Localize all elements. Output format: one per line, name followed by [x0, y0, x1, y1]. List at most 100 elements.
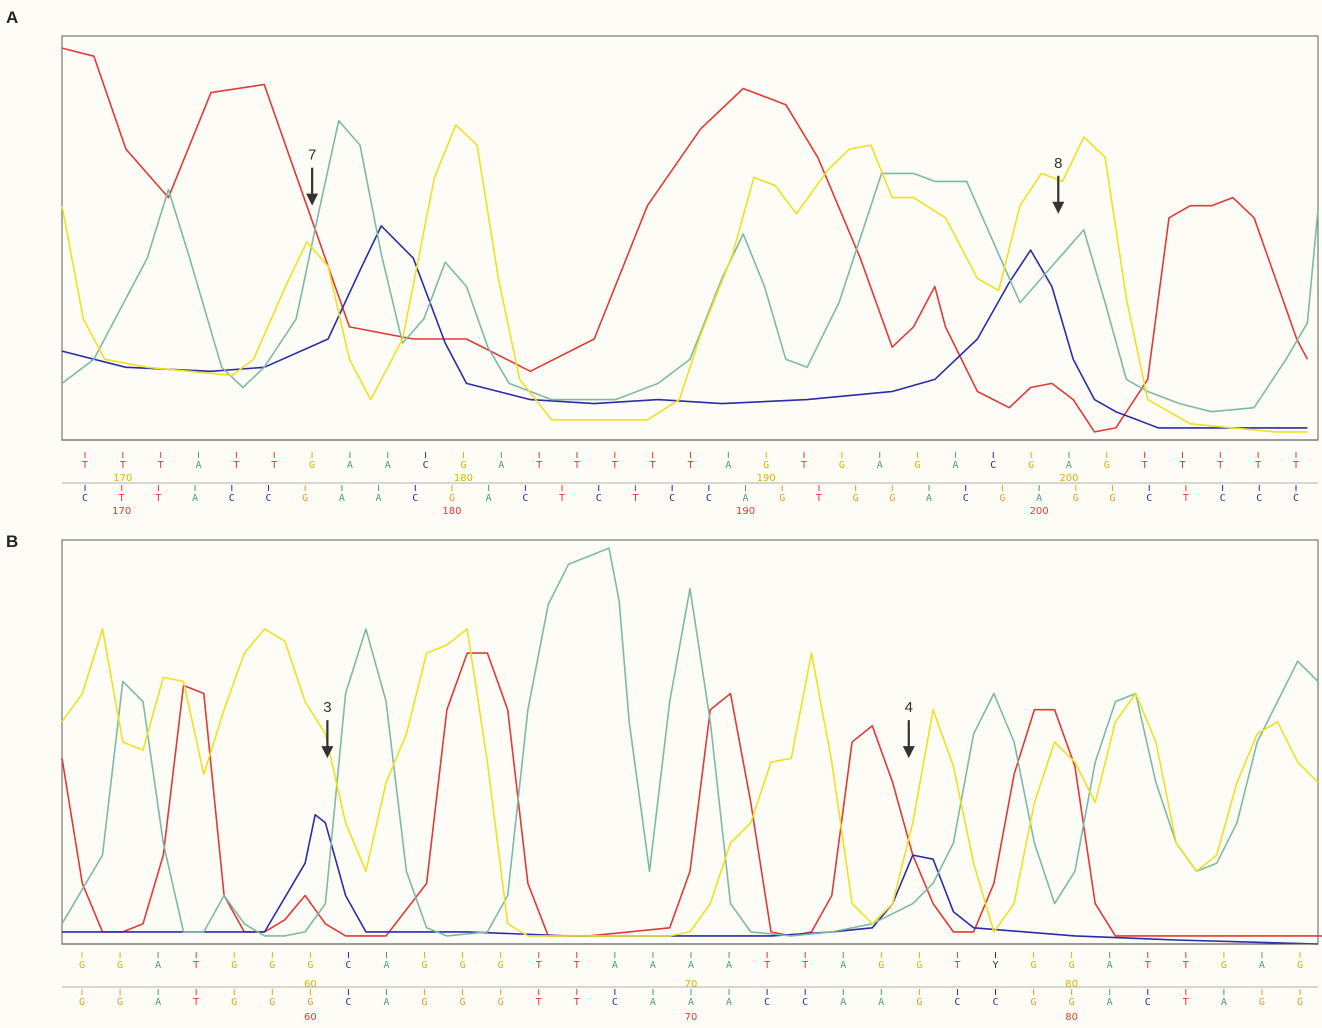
- base-call-b-1: G: [878, 960, 884, 971]
- position-label: 190: [736, 506, 755, 517]
- base-call-b-2: G: [117, 997, 123, 1008]
- base-call-b-1: A: [1107, 960, 1113, 971]
- base-call-a-1: G: [839, 460, 845, 471]
- trace-a-g: [61, 124, 1308, 433]
- base-call-b-2: G: [916, 997, 922, 1008]
- base-call-a-1: T: [82, 460, 88, 471]
- base-call-a-1: A: [1066, 460, 1072, 471]
- arrow-head-7: [306, 193, 319, 206]
- base-call-a-1: A: [385, 460, 391, 471]
- base-call-b-1: T: [193, 960, 199, 971]
- base-call-b-2: T: [536, 997, 542, 1008]
- base-call-a-2: C: [596, 493, 602, 504]
- arrow-head-4: [902, 746, 915, 759]
- base-call-a-1: T: [650, 460, 656, 471]
- base-call-a-1: C: [990, 460, 996, 471]
- base-call-b-2: G: [231, 997, 237, 1008]
- position-label: 180: [442, 506, 461, 517]
- arrow-head-8: [1052, 201, 1065, 214]
- base-call-a-2: C: [1146, 493, 1152, 504]
- base-call-b-1: T: [802, 960, 808, 971]
- base-call-a-2: T: [155, 493, 161, 504]
- base-call-b-1: T: [1183, 960, 1189, 971]
- arrow-label-4: 4: [905, 699, 913, 716]
- base-call-b-2: C: [612, 997, 618, 1008]
- base-call-b-1: G: [1031, 960, 1037, 971]
- base-call-b-1: A: [840, 960, 846, 971]
- base-call-a-2: A: [192, 493, 198, 504]
- base-call-a-2: G: [302, 493, 308, 504]
- base-call-a-2: T: [1183, 493, 1189, 504]
- base-call-b-2: G: [1297, 997, 1303, 1008]
- position-label: 70: [685, 1012, 698, 1023]
- base-call-b-2: G: [1069, 997, 1075, 1008]
- base-call-a-2: C: [82, 493, 88, 504]
- position-label: 200: [1030, 506, 1049, 517]
- base-call-b-2: G: [422, 997, 428, 1008]
- base-call-b-2: C: [345, 997, 351, 1008]
- base-call-a-2: C: [229, 493, 235, 504]
- base-call-a-1: G: [460, 460, 466, 471]
- base-call-a-1: A: [347, 460, 353, 471]
- base-call-a-2: A: [486, 493, 492, 504]
- base-call-a-1: T: [1255, 460, 1261, 471]
- base-call-a-2: G: [1073, 493, 1079, 504]
- base-call-a-2: G: [889, 493, 895, 504]
- base-call-a-2: C: [963, 493, 969, 504]
- base-call-b-1: A: [688, 960, 694, 971]
- trace-a-a: [61, 120, 1319, 413]
- base-call-a-1: A: [877, 460, 883, 471]
- base-call-a-1: T: [1179, 460, 1185, 471]
- panel-label-a: A: [6, 8, 19, 27]
- base-call-b-2: C: [802, 997, 808, 1008]
- base-call-b-2: T: [193, 997, 199, 1008]
- base-call-b-2: A: [878, 997, 884, 1008]
- base-call-a-1: G: [763, 460, 769, 471]
- base-call-b-1: A: [155, 960, 161, 971]
- base-call-b-1: G: [1297, 960, 1303, 971]
- position-label: 190: [757, 473, 776, 484]
- base-call-b-1: T: [1145, 960, 1151, 971]
- plot-frame-b: [61, 539, 1319, 945]
- base-call-a-1: T: [687, 460, 693, 471]
- base-call-a-1: T: [1217, 460, 1223, 471]
- base-call-a-2: C: [669, 493, 675, 504]
- arrow-head-3: [321, 746, 334, 759]
- base-call-a-2: C: [706, 493, 712, 504]
- base-call-b-2: G: [79, 997, 85, 1008]
- position-label: 170: [112, 506, 131, 517]
- base-call-b-2: A: [688, 997, 694, 1008]
- base-call-a-2: A: [926, 493, 932, 504]
- base-call-b-1: T: [954, 960, 960, 971]
- trace-a-c: [61, 225, 1308, 429]
- base-call-b-1: G: [307, 960, 313, 971]
- base-call-a-1: T: [574, 460, 580, 471]
- base-call-a-2: C: [1293, 493, 1299, 504]
- base-call-a-1: T: [801, 460, 807, 471]
- base-call-a-2: A: [339, 493, 345, 504]
- base-call-a-1: T: [120, 460, 126, 471]
- base-call-b-1: T: [764, 960, 770, 971]
- base-call-a-2: G: [779, 493, 785, 504]
- base-call-b-1: A: [612, 960, 618, 971]
- base-call-a-2: C: [412, 493, 418, 504]
- base-call-a-2: C: [1256, 493, 1262, 504]
- base-call-a-2: C: [522, 493, 528, 504]
- trace-b-g: [61, 628, 1319, 937]
- position-label: 80: [1065, 979, 1078, 990]
- arrow-label-3: 3: [323, 699, 331, 716]
- base-call-b-2: A: [840, 997, 846, 1008]
- base-call-b-2: G: [269, 997, 275, 1008]
- base-call-a-1: T: [1293, 460, 1299, 471]
- base-call-a-1: T: [612, 460, 618, 471]
- base-call-a-2: G: [853, 493, 859, 504]
- base-call-b-2: A: [1107, 997, 1113, 1008]
- base-call-b-1: A: [650, 960, 656, 971]
- base-call-a-2: C: [265, 493, 271, 504]
- base-call-b-2: A: [155, 997, 161, 1008]
- base-call-a-2: G: [999, 493, 1005, 504]
- base-call-b-2: T: [1183, 997, 1189, 1008]
- base-call-a-1: G: [1104, 460, 1110, 471]
- position-label: 60: [304, 1012, 317, 1023]
